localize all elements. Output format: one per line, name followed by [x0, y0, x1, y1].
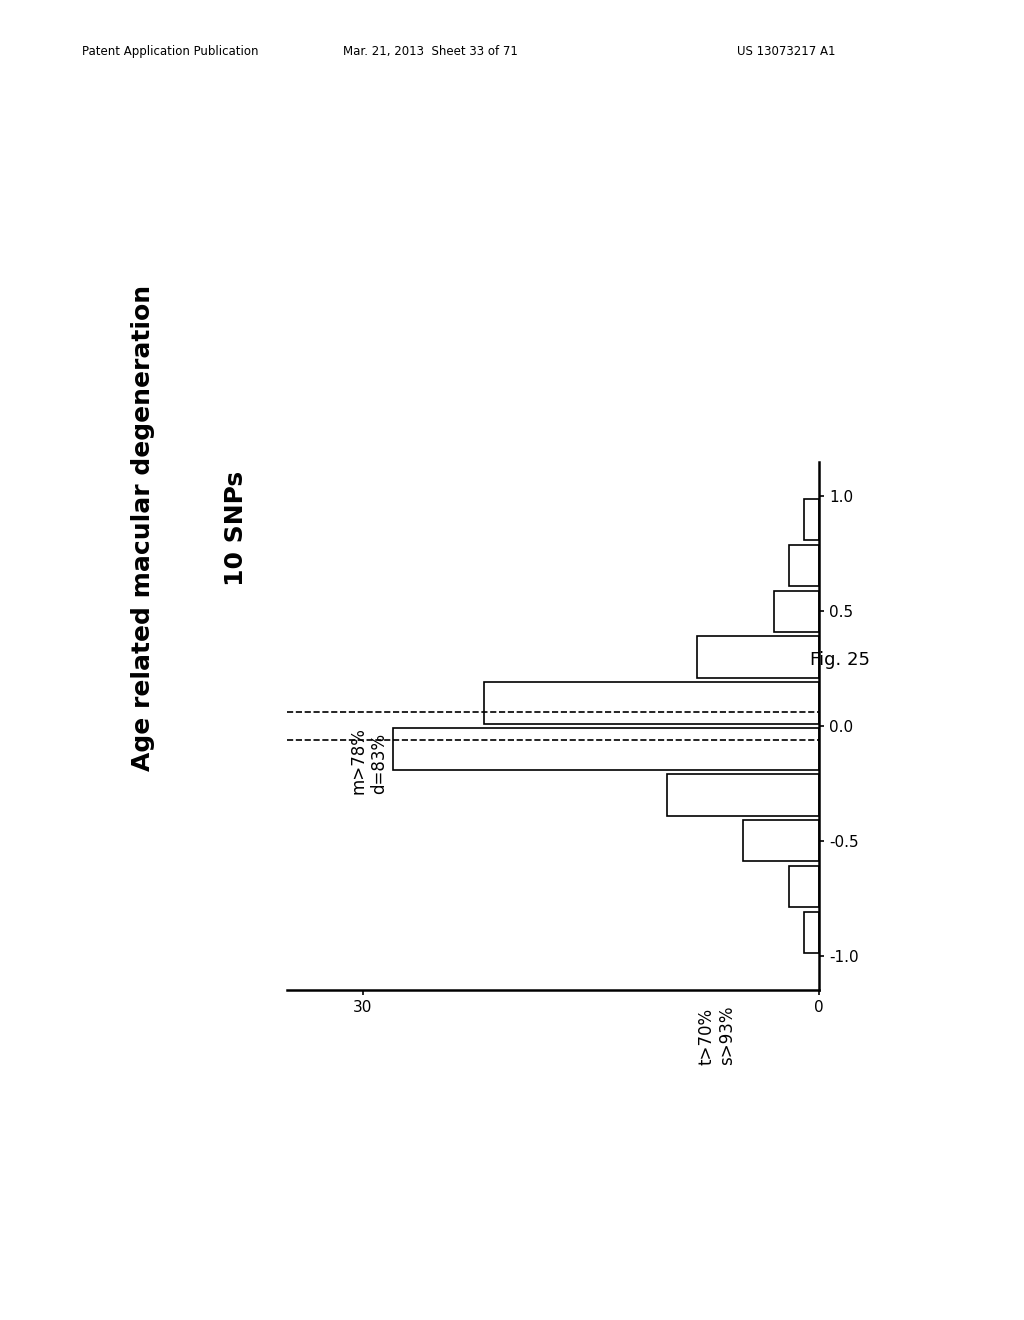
Bar [697, 636, 819, 677]
Text: t>70%
s>93%: t>70% s>93% [697, 1005, 736, 1065]
Bar [788, 866, 819, 907]
Text: Mar. 21, 2013  Sheet 33 of 71: Mar. 21, 2013 Sheet 33 of 71 [343, 45, 517, 58]
Bar [743, 820, 819, 862]
Text: 10 SNPs: 10 SNPs [223, 470, 248, 586]
Text: Age related macular degeneration: Age related macular degeneration [131, 285, 156, 771]
Text: m>78%
d=83%: m>78% d=83% [349, 727, 388, 793]
Bar [484, 682, 819, 723]
Bar [804, 912, 819, 953]
Bar [667, 775, 819, 816]
Text: Patent Application Publication: Patent Application Publication [82, 45, 258, 58]
Bar [393, 729, 819, 770]
Text: Fig. 25: Fig. 25 [810, 651, 869, 669]
Bar [788, 545, 819, 586]
Text: US 13073217 A1: US 13073217 A1 [737, 45, 836, 58]
Bar [804, 499, 819, 540]
Bar [773, 590, 819, 632]
